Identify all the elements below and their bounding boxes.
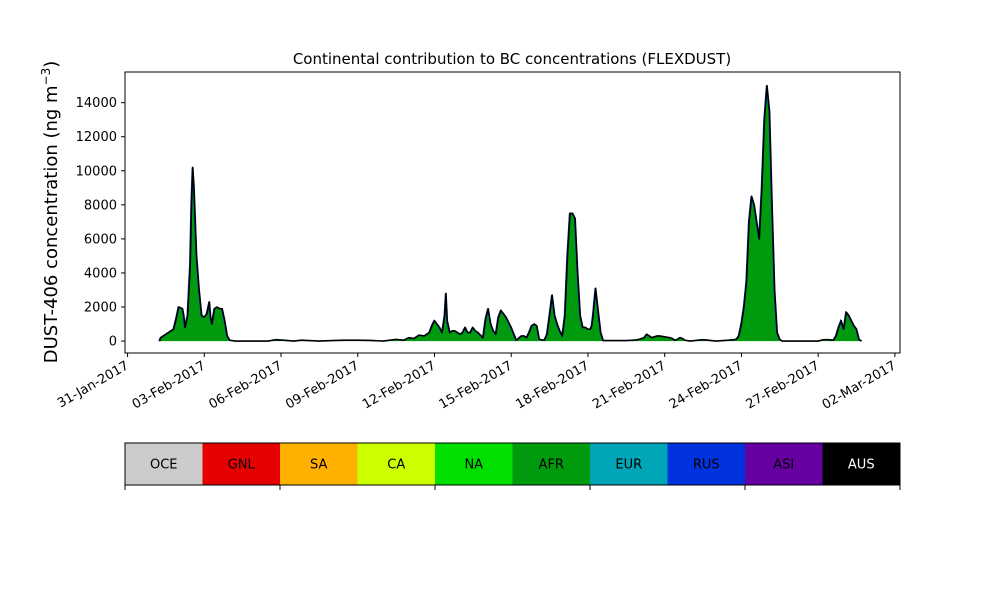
legend-swatch-gnl	[202, 443, 281, 485]
y-axis-label-close: )	[41, 61, 62, 68]
x-tick-label: 03-Feb-2017	[130, 358, 209, 412]
x-tick-label: 09-Feb-2017	[283, 358, 362, 412]
legend-label-gnl: GNL	[228, 458, 256, 473]
plot-frame	[124, 71, 901, 354]
x-tick-label: 24-Feb-2017	[667, 358, 746, 412]
total-outline-line	[158, 84, 863, 342]
legend-label-afr: AFR	[539, 458, 564, 473]
y-axis-label: DUST-406 concentration (ng m−3)	[39, 61, 62, 364]
y-tick-label: 12000	[76, 130, 117, 145]
chart-title: Continental contribution to BC concentra…	[293, 50, 731, 68]
x-tick-label: 18-Feb-2017	[513, 358, 592, 412]
legend-label-sa: SA	[310, 458, 327, 473]
y-tick-label: 6000	[84, 232, 117, 247]
legend-swatch-eur	[590, 443, 668, 485]
legend-swatch-aus	[822, 443, 901, 485]
legend-label-oce: OCE	[150, 458, 178, 473]
legend-swatch-asi	[745, 443, 823, 485]
legend-label-rus: RUS	[693, 458, 720, 473]
legend-swatch-sa	[280, 443, 358, 485]
x-tick-label: 12-Feb-2017	[360, 358, 439, 412]
legend-swatch-na	[435, 443, 513, 485]
y-tick-label: 10000	[76, 164, 117, 179]
y-tick-label: 2000	[84, 301, 117, 316]
legend-swatch-rus	[667, 443, 746, 485]
legend-label-eur: EUR	[615, 458, 642, 473]
y-tick-label: 4000	[84, 266, 117, 281]
legend-label-aus: AUS	[848, 458, 875, 473]
y-tick-label: 14000	[76, 96, 117, 111]
y-tick-label: 0	[109, 335, 117, 350]
y-axis-label-main: DUST-406 concentration (ng m	[41, 85, 62, 363]
y-axis-label-exponent: −3	[39, 68, 53, 86]
legend-colorbar: OCE GNL SA CA NA AFR EUR RUS ASI AUS	[124, 442, 901, 490]
x-tick-label: 15-Feb-2017	[437, 358, 516, 412]
x-tick-label: 02-Mar-2017	[820, 358, 899, 412]
afr-area-series	[159, 85, 862, 342]
legend-label-ca: CA	[387, 458, 405, 473]
legend-label-na: NA	[464, 458, 483, 473]
x-tick-label: 27-Feb-2017	[744, 358, 823, 412]
plot-area: 0 2000 4000 6000 8000 10000 12000 14000 31-Jan-2…	[55, 71, 901, 413]
x-tick-label: 06-Feb-2017	[206, 358, 285, 412]
legend-swatch-oce	[125, 443, 203, 485]
x-tick-label: 21-Feb-2017	[590, 358, 669, 412]
legend-swatch-afr	[512, 443, 591, 485]
legend-swatch-ca	[357, 443, 436, 485]
legend-label-asi: ASI	[773, 458, 794, 473]
y-tick-label: 8000	[84, 198, 117, 213]
x-tick-label: 31-Jan-2017	[55, 358, 132, 411]
legend-frame	[124, 442, 901, 486]
